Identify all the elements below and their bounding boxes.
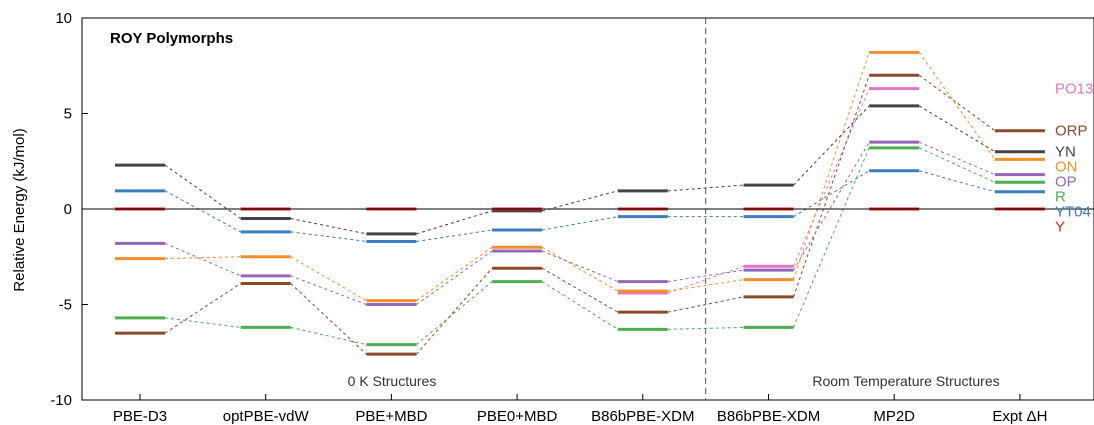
y-axis-title: Relative Energy (kJ/mol)	[11, 128, 28, 291]
legend-label: ON	[1055, 159, 1078, 176]
connector-line	[164, 317, 241, 328]
connector-line	[164, 256, 241, 260]
annotation-0k-structures: 0 K Structures	[348, 373, 437, 389]
annotation-room-temperature-structures: Room Temperature Structures	[812, 373, 999, 389]
y-tick-label: 10	[55, 10, 72, 27]
x-tick-label: B86bPBE-XDM	[591, 408, 694, 425]
connector-line	[541, 246, 619, 292]
legend-label: YN	[1055, 144, 1076, 161]
connector-line	[290, 283, 367, 355]
legend-label: ORP	[1055, 123, 1088, 140]
connector-line	[793, 88, 870, 267]
connector-line	[541, 250, 618, 283]
axes: -10 -5 0 5 10 PBE-D3 optPBE-vdW PBE+MBD PBE0+MBD…	[50, 10, 1094, 425]
connector-line	[918, 52, 996, 160]
connector-line	[793, 141, 870, 271]
connector-line	[793, 52, 870, 280]
connector-line	[667, 279, 744, 292]
connector-line	[416, 210, 493, 235]
connector-line	[667, 269, 744, 283]
connector-line	[541, 190, 618, 212]
connector-line	[667, 265, 744, 294]
connector-line	[542, 216, 618, 231]
x-tick-label: B86bPBE-XDM	[717, 408, 820, 425]
connector-line	[541, 281, 619, 330]
connector-line	[667, 296, 744, 313]
connector-line	[793, 147, 870, 328]
connector-line	[918, 105, 996, 153]
y-tick-label: 0	[64, 201, 72, 218]
connector-line	[416, 229, 493, 242]
connector-line	[164, 242, 241, 277]
connector-line	[793, 105, 870, 186]
connector-line	[919, 141, 996, 176]
x-tick-label: PBE+MBD	[355, 408, 427, 425]
x-tick-label: Expt ΔH	[992, 408, 1047, 425]
connector-line	[918, 147, 996, 183]
connector-line	[667, 184, 744, 192]
y-tick-label: -5	[59, 297, 72, 314]
x-tick-label: MP2D	[873, 408, 915, 425]
connector-line	[918, 74, 996, 132]
y-tick-label: -10	[50, 392, 72, 409]
legend-label: R	[1055, 189, 1066, 206]
legend-label: YT04	[1055, 204, 1091, 221]
connector-line	[541, 267, 619, 313]
connector-line	[416, 281, 493, 345]
connector-line	[290, 275, 367, 305]
legend-label: PO13	[1055, 81, 1093, 98]
connector-line	[919, 170, 996, 193]
connector-line	[290, 256, 367, 302]
chart-title: ROY Polymorphs	[110, 30, 233, 47]
connector-line	[290, 326, 367, 346]
y-tick-label: 5	[64, 106, 72, 123]
x-tick-label: PBE0+MBD	[477, 408, 558, 425]
legend-label: Y	[1055, 219, 1065, 236]
x-tick-label: PBE-D3	[113, 408, 167, 425]
connector-line	[416, 267, 493, 355]
x-tick-label: optPBE-vdW	[223, 408, 310, 425]
connector-line	[290, 218, 367, 235]
legend-label: OP	[1055, 174, 1077, 191]
connector-line	[290, 231, 367, 242]
connector-line	[164, 190, 241, 233]
